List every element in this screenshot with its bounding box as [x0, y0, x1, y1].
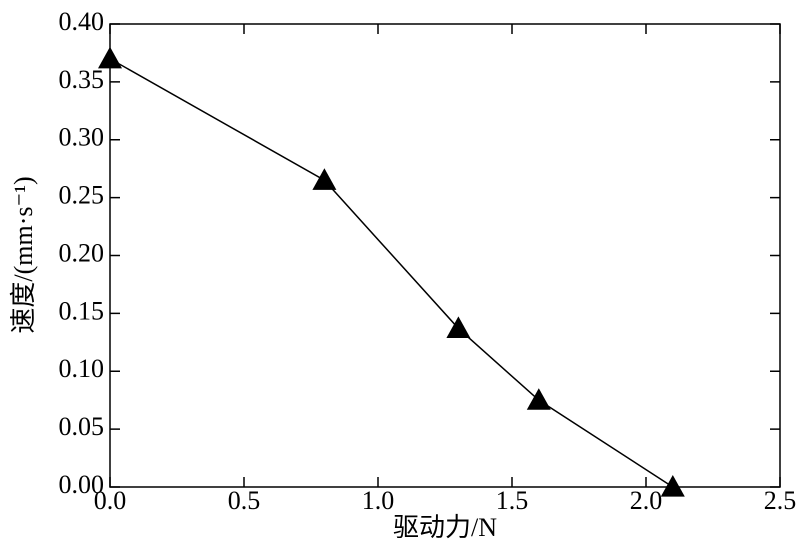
x-tick-label: 1.0 — [362, 486, 395, 515]
data-marker — [446, 316, 471, 339]
plot-frame — [109, 23, 781, 488]
y-tick-label: 0.35 — [59, 65, 105, 94]
y-tick-label: 0.20 — [59, 238, 105, 267]
y-tick-label: 0.00 — [59, 470, 105, 499]
data-marker — [526, 388, 551, 410]
y-tick-label: 0.40 — [59, 7, 105, 36]
y-tick-label: 0.10 — [59, 354, 105, 383]
data-marker — [660, 475, 685, 497]
x-tick-label: 2.5 — [764, 486, 797, 515]
data-marker — [312, 168, 337, 190]
data-marker — [98, 46, 122, 69]
y-tick-label: 0.30 — [59, 123, 105, 152]
y-tick-label: 0.15 — [59, 296, 105, 325]
x-axis-label: 驱动力/N — [393, 513, 497, 542]
y-tick-label: 0.05 — [59, 412, 105, 441]
x-tick-label: 0.5 — [228, 486, 261, 515]
x-tick-label: 2.0 — [630, 486, 663, 515]
x-tick-label: 0.0 — [94, 486, 127, 515]
y-axis-label: 速度/(mm·s⁻¹) — [9, 176, 38, 333]
x-tick-label: 1.5 — [496, 486, 529, 515]
data-line — [109, 58, 674, 488]
y-tick-label: 0.25 — [59, 181, 105, 210]
